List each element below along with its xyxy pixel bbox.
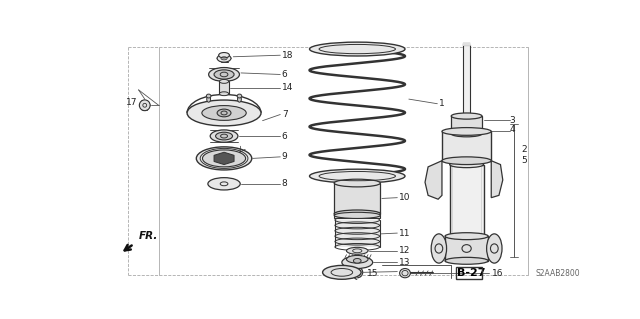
Ellipse shape [220,92,228,96]
Text: 15: 15 [367,269,378,278]
Bar [220,81,228,94]
Ellipse shape [431,234,447,263]
Ellipse shape [310,42,405,56]
Polygon shape [492,161,503,198]
Ellipse shape [237,96,241,102]
Bar [334,183,380,214]
Bar [445,236,488,261]
Polygon shape [214,152,234,165]
Bar [335,220,380,247]
Bar [451,116,482,134]
Text: 2: 2 [521,145,527,154]
Ellipse shape [216,132,232,140]
Ellipse shape [206,94,211,98]
Ellipse shape [442,157,492,165]
Ellipse shape [207,96,211,102]
Text: 6: 6 [282,131,287,141]
Text: S2AAB2800: S2AAB2800 [536,269,580,278]
Ellipse shape [445,257,488,264]
Ellipse shape [209,68,239,81]
Polygon shape [425,161,442,199]
Text: 5: 5 [521,156,527,165]
Ellipse shape [334,179,380,187]
Ellipse shape [208,178,240,190]
Ellipse shape [486,234,502,263]
Ellipse shape [346,247,368,254]
Text: 7: 7 [282,110,287,119]
Ellipse shape [451,113,482,119]
Text: 12: 12 [399,246,410,255]
Text: 10: 10 [399,193,410,202]
Text: 13: 13 [399,258,410,267]
Ellipse shape [217,55,231,62]
Text: FR.: FR. [139,231,158,241]
Bar [442,131,492,161]
Text: B-27: B-27 [458,268,486,278]
Ellipse shape [445,233,488,240]
Ellipse shape [196,147,252,170]
Ellipse shape [310,169,405,183]
Text: 17: 17 [126,99,138,108]
Ellipse shape [342,256,372,269]
Text: 1: 1 [439,99,445,108]
Bar [456,267,482,279]
Ellipse shape [334,212,380,219]
Ellipse shape [220,79,228,83]
Text: 18: 18 [282,51,293,60]
Text: 8: 8 [282,179,287,188]
Ellipse shape [346,256,368,263]
Ellipse shape [140,100,150,111]
Ellipse shape [214,70,234,79]
Ellipse shape [237,94,242,98]
Ellipse shape [323,265,361,279]
Polygon shape [463,43,470,45]
Text: 9: 9 [282,152,287,161]
Text: 4: 4 [509,125,515,134]
Ellipse shape [210,130,238,142]
Text: 6: 6 [282,70,287,79]
Bar [334,212,380,219]
Ellipse shape [187,100,261,126]
Ellipse shape [217,109,231,117]
Ellipse shape [399,269,410,278]
Ellipse shape [450,161,484,168]
Ellipse shape [451,131,482,137]
Ellipse shape [450,235,484,241]
Bar [463,45,470,118]
Text: 11: 11 [399,229,410,238]
Ellipse shape [219,53,230,58]
Text: 16: 16 [492,269,504,278]
Ellipse shape [353,258,361,263]
Ellipse shape [442,128,492,135]
Bar [450,165,484,238]
Ellipse shape [202,150,246,167]
Ellipse shape [202,106,246,120]
Text: 3: 3 [509,116,515,125]
Text: 14: 14 [282,83,293,92]
Ellipse shape [334,210,380,218]
